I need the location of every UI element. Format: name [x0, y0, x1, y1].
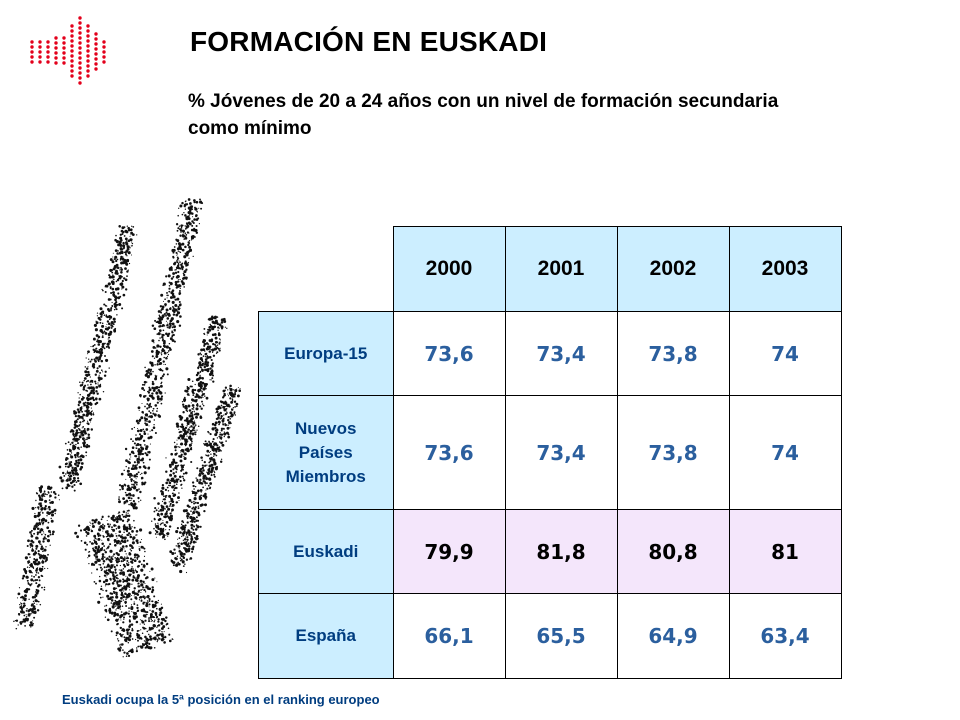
table-corner: [258, 226, 394, 312]
year-header: 2001: [504, 226, 618, 312]
table-cell: 74: [728, 311, 842, 396]
table-cell: 64,9: [616, 593, 730, 679]
speckled-hand-illustration: [13, 198, 241, 658]
table-cell: 73,4: [504, 395, 618, 510]
subtitle-line-2: como mínimo: [188, 118, 312, 139]
year-header: 2003: [728, 226, 842, 312]
table-cell: 73,6: [392, 395, 506, 510]
table-cell: 63,4: [728, 593, 842, 679]
table-cell: 73,8: [616, 311, 730, 396]
table-row-euskadi: Euskadi 79,9 81,8 80,8 81: [258, 509, 842, 594]
row-label: Euskadi: [258, 509, 394, 594]
year-header: 2000: [392, 226, 506, 312]
table-cell: 73,8: [616, 395, 730, 510]
subtitle-line-1: % Jóvenes de 20 a 24 años con un nivel d…: [188, 91, 779, 112]
page-subtitle: % Jóvenes de 20 a 24 años con un nivel d…: [188, 88, 948, 142]
data-table: 2000 2001 2002 2003 Europa-15 73,6 73,4 …: [258, 226, 842, 679]
table-cell-highlight: 80,8: [616, 509, 730, 594]
table-cell-highlight: 81: [728, 509, 842, 594]
table-row-espana: España 66,1 65,5 64,9 63,4: [258, 593, 842, 679]
table-row-europa-15: Europa-15 73,6 73,4 73,8 74: [258, 311, 842, 396]
row-label-line: Países: [298, 442, 353, 462]
table-cell: 66,1: [392, 593, 506, 679]
red-dot-arrow-logo: [30, 16, 106, 85]
table-cell: 73,6: [392, 311, 506, 396]
row-label: España: [258, 593, 394, 679]
table-header-row: 2000 2001 2002 2003: [258, 226, 842, 312]
page-title: FORMACIÓN EN EUSKADI: [190, 26, 548, 57]
table-cell: 65,5: [504, 593, 618, 679]
table-cell-highlight: 81,8: [504, 509, 618, 594]
year-header: 2002: [616, 226, 730, 312]
row-label: Europa-15: [258, 311, 394, 396]
row-label-line: Nuevos: [295, 418, 357, 438]
table-row-nuevos-paises-miembros: Nuevos Países Miembros 73,6 73,4 73,8 74: [258, 395, 842, 510]
row-label: Nuevos Países Miembros: [258, 395, 394, 510]
row-label-line: Miembros: [285, 466, 366, 486]
footnote: Euskadi ocupa la 5ª posición en el ranki…: [62, 692, 380, 707]
table-cell: 74: [728, 395, 842, 510]
table-cell-highlight: 79,9: [392, 509, 506, 594]
table-cell: 73,4: [504, 311, 618, 396]
